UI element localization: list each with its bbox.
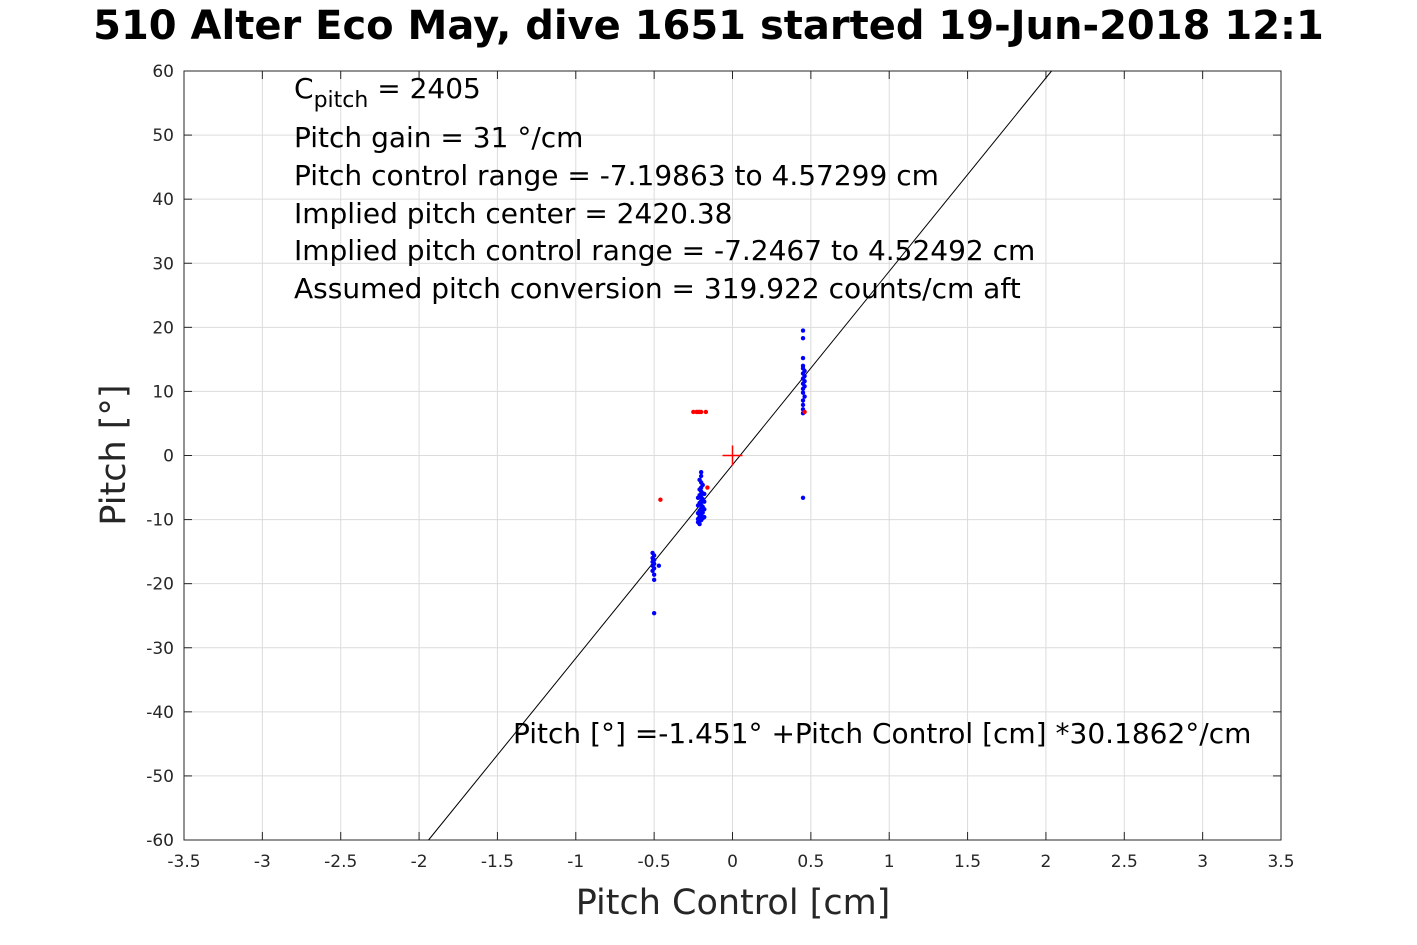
- y-tick-label: 10: [152, 382, 174, 402]
- data-point: [702, 499, 707, 504]
- data-point: [651, 572, 657, 577]
- x-tick-label: 0: [727, 852, 738, 872]
- x-tick-label: 3.5: [1267, 852, 1294, 872]
- x-tick-label: -2.5: [324, 852, 357, 872]
- x-tick-label: 0.5: [797, 852, 824, 872]
- data-point: [800, 390, 806, 395]
- data-point: [702, 514, 707, 520]
- y-tick-label: -50: [146, 767, 174, 787]
- data-point: [697, 521, 702, 527]
- data-point: [800, 355, 806, 361]
- y-tick-label: -60: [146, 831, 174, 851]
- data-point: [800, 402, 806, 408]
- x-tick-label: 2: [1041, 852, 1052, 872]
- data-point: [800, 495, 806, 500]
- data-point: [695, 516, 701, 522]
- data-point: [703, 409, 709, 415]
- data-point: [702, 507, 707, 512]
- y-tick-label: -40: [146, 703, 174, 723]
- data-point: [698, 473, 704, 479]
- y-tick-label: -20: [146, 575, 174, 595]
- y-axis-label: Pitch [°]: [94, 384, 134, 525]
- x-tick-label: 3: [1197, 852, 1208, 872]
- y-tick-label: 0: [163, 447, 174, 467]
- y-tick-label: 30: [152, 254, 174, 274]
- data-point: [800, 336, 806, 341]
- axis-ticks: -3.5 -3 -2.5 -2 -1.5 -1 -0.5 0 0.5 1 1.5 2 2.5 3 3.5 60…: [146, 62, 1294, 872]
- x-tick-label: -3: [254, 852, 271, 872]
- y-tick-label: 50: [152, 126, 174, 146]
- x-tick-label: 1.5: [954, 852, 981, 872]
- x-tick-label: 2.5: [1111, 852, 1138, 872]
- annotation-c-pitch: Cpitch = 2405: [294, 72, 481, 113]
- data-point: [691, 409, 696, 415]
- annotation-control-range: Pitch control range = -7.19863 to 4.5729…: [294, 159, 939, 192]
- center-marker: [722, 445, 743, 466]
- data-point: [695, 495, 701, 500]
- x-tick-label: 1: [884, 852, 895, 872]
- data-points: [650, 328, 807, 616]
- annotation-fit-equation: Pitch [°] =-1.451° +Pitch Control [cm] *…: [513, 717, 1251, 750]
- y-tick-label: -30: [146, 639, 174, 659]
- data-point: [650, 568, 655, 574]
- data-point: [658, 497, 663, 502]
- x-tick-label: -0.5: [638, 852, 671, 872]
- y-tick-label: 60: [152, 62, 174, 82]
- data-point: [695, 503, 701, 508]
- data-point: [695, 510, 701, 516]
- data-point: [802, 409, 807, 415]
- x-tick-label: -1: [567, 852, 584, 872]
- data-point: [656, 563, 662, 568]
- x-tick-label: -1.5: [481, 852, 514, 872]
- y-tick-label: -10: [146, 511, 174, 531]
- y-tick-label: 20: [152, 318, 174, 338]
- data-point: [802, 394, 807, 399]
- data-point: [800, 386, 806, 392]
- x-axis-label: Pitch Control [cm]: [576, 883, 891, 923]
- data-point: [705, 485, 710, 490]
- annotation-implied-center: Implied pitch center = 2420.38: [294, 197, 732, 230]
- annotation-gain: Pitch gain = 31 °/cm: [294, 121, 583, 154]
- data-point: [698, 409, 704, 415]
- data-point: [698, 469, 704, 475]
- x-tick-label: -2: [411, 852, 428, 872]
- data-point: [800, 398, 806, 403]
- annotation-conversion: Assumed pitch conversion = 319.922 count…: [294, 272, 1021, 305]
- y-tick-label: 40: [152, 190, 174, 210]
- data-point: [702, 491, 707, 497]
- x-tick-label: -3.5: [167, 852, 200, 872]
- chart-title: 510 Alter Eco May, dive 1651 started 19-…: [93, 3, 1324, 49]
- data-point: [651, 610, 657, 616]
- data-point: [651, 577, 657, 583]
- annotation-implied-range: Implied pitch control range = -7.2467 to…: [294, 234, 1035, 267]
- data-point: [800, 328, 806, 333]
